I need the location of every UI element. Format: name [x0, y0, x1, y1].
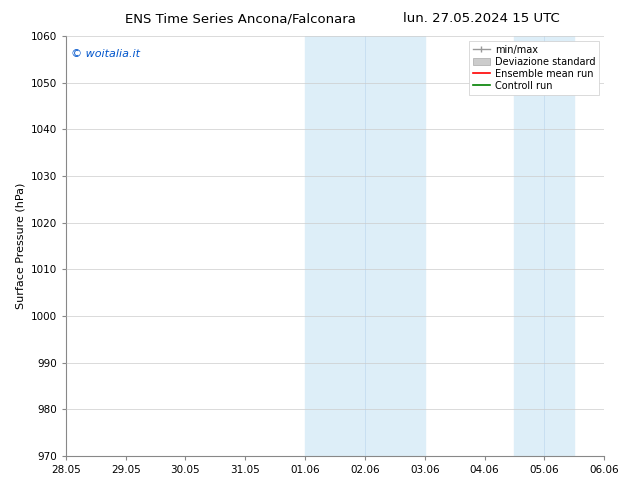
Text: lun. 27.05.2024 15 UTC: lun. 27.05.2024 15 UTC — [403, 12, 560, 25]
Legend: min/max, Deviazione standard, Ensemble mean run, Controll run: min/max, Deviazione standard, Ensemble m… — [469, 41, 599, 95]
Text: ENS Time Series Ancona/Falconara: ENS Time Series Ancona/Falconara — [126, 12, 356, 25]
Y-axis label: Surface Pressure (hPa): Surface Pressure (hPa) — [15, 183, 25, 309]
Bar — [305, 36, 425, 456]
Text: © woitalia.it: © woitalia.it — [71, 49, 140, 59]
Bar — [514, 36, 574, 456]
